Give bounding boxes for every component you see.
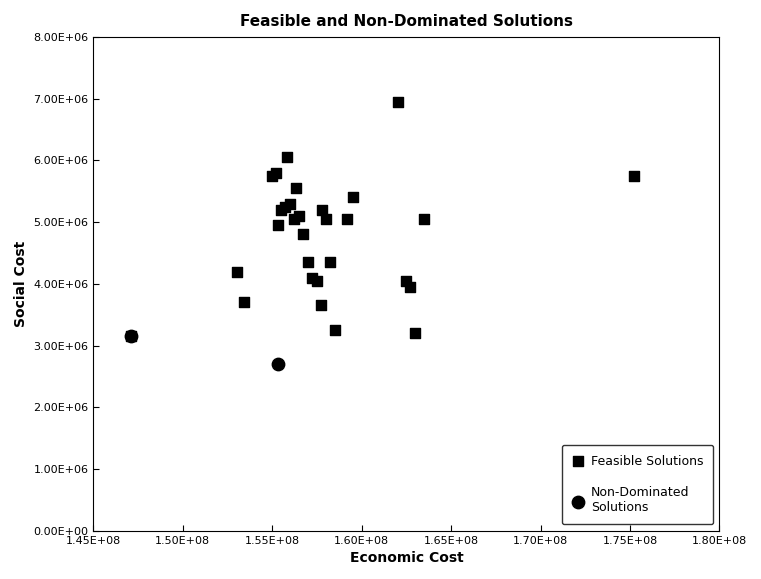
Y-axis label: Social Cost: Social Cost: [14, 241, 28, 327]
Feasible Solutions: [231, 267, 243, 276]
Feasible Solutions: [317, 205, 329, 214]
Feasible Solutions: [306, 273, 318, 283]
Feasible Solutions: [347, 193, 359, 202]
Feasible Solutions: [293, 211, 305, 221]
Title: Feasible and Non-Dominated Solutions: Feasible and Non-Dominated Solutions: [240, 14, 573, 29]
Feasible Solutions: [279, 202, 291, 211]
Feasible Solutions: [320, 214, 332, 223]
Non-Dominated
Solutions: [125, 332, 137, 341]
Feasible Solutions: [297, 230, 309, 239]
Feasible Solutions: [272, 221, 284, 230]
Feasible Solutions: [275, 205, 288, 214]
Feasible Solutions: [266, 171, 279, 181]
Feasible Solutions: [289, 184, 301, 193]
Feasible Solutions: [125, 332, 137, 341]
Feasible Solutions: [329, 325, 341, 335]
Feasible Solutions: [342, 214, 354, 223]
Feasible Solutions: [270, 168, 282, 177]
Feasible Solutions: [323, 258, 336, 267]
X-axis label: Economic Cost: Economic Cost: [349, 551, 463, 565]
Non-Dominated
Solutions: [272, 360, 284, 369]
Feasible Solutions: [284, 199, 296, 208]
Legend: Feasible Solutions, Non-Dominated
Solutions: Feasible Solutions, Non-Dominated Soluti…: [562, 445, 713, 525]
Feasible Solutions: [419, 214, 431, 223]
Feasible Solutions: [400, 276, 412, 285]
Feasible Solutions: [391, 97, 403, 107]
Feasible Solutions: [314, 301, 326, 310]
Feasible Solutions: [281, 153, 293, 162]
Feasible Solutions: [404, 283, 416, 292]
Feasible Solutions: [288, 214, 300, 223]
Feasible Solutions: [302, 258, 314, 267]
Feasible Solutions: [311, 276, 323, 285]
Feasible Solutions: [628, 171, 640, 181]
Feasible Solutions: [409, 329, 422, 338]
Feasible Solutions: [237, 298, 250, 307]
